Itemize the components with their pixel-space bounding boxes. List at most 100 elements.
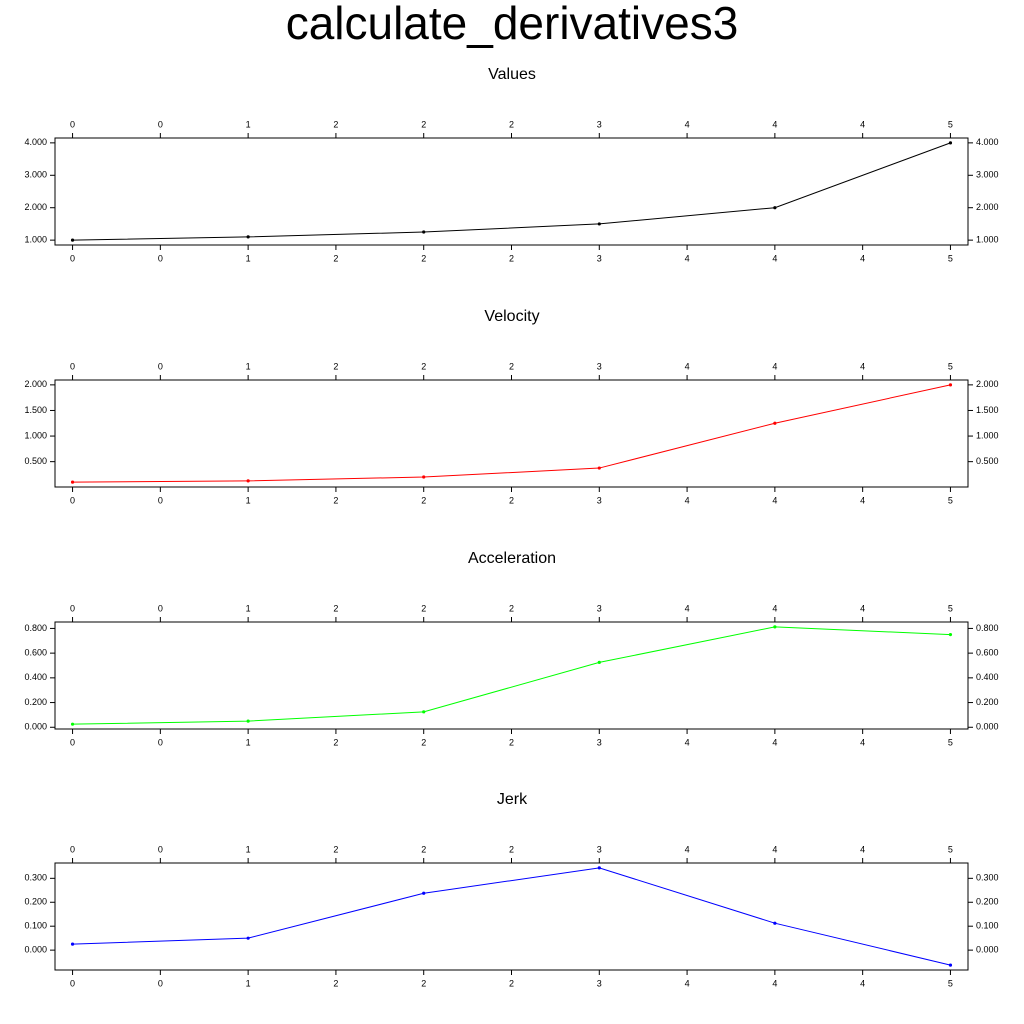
chart-title: Values (488, 66, 536, 83)
y-tick-label: 4.000 (976, 137, 999, 147)
x-tick-label: 0 (70, 253, 75, 263)
data-point (246, 719, 250, 723)
x-tick-label: 4 (772, 737, 777, 747)
y-tick-label: 0.400 (24, 672, 47, 682)
data-point (422, 891, 426, 895)
x-tick-label: 2 (509, 119, 514, 129)
data-point (948, 141, 953, 145)
x-tick-label: 2 (421, 495, 426, 505)
data-point (773, 421, 777, 425)
x-tick-label: 2 (333, 737, 338, 747)
data-point (597, 466, 601, 470)
x-tick-label: 0 (70, 361, 75, 371)
y-tick-label: 0.100 (976, 921, 999, 931)
y-tick-label: 1.000 (976, 430, 999, 440)
x-tick-label: 3 (597, 844, 602, 854)
x-tick-label: 1 (246, 978, 251, 988)
data-point (70, 722, 75, 726)
x-tick-label: 0 (158, 253, 163, 263)
y-tick-label: 0.300 (976, 873, 999, 883)
y-tick-label: 1.000 (24, 430, 47, 440)
data-point (70, 942, 75, 946)
y-tick-label: 0.100 (24, 921, 47, 931)
x-tick-label: 4 (860, 603, 865, 613)
x-tick-label: 2 (421, 119, 426, 129)
data-point (597, 222, 601, 226)
y-tick-label: 2.000 (24, 202, 47, 212)
x-tick-label: 4 (685, 603, 690, 613)
x-tick-label: 2 (509, 361, 514, 371)
x-tick-label: 2 (509, 737, 514, 747)
x-tick-label: 4 (860, 119, 865, 129)
x-tick-label: 4 (685, 253, 690, 263)
x-tick-label: 2 (333, 253, 338, 263)
x-tick-label: 2 (333, 603, 338, 613)
y-tick-label: 2.000 (976, 202, 999, 212)
x-tick-label: 5 (948, 495, 953, 505)
x-tick-label: 0 (158, 978, 163, 988)
x-tick-label: 2 (421, 844, 426, 854)
x-tick-label: 0 (158, 119, 163, 129)
x-tick-label: 4 (685, 495, 690, 505)
x-tick-label: 5 (948, 361, 953, 371)
y-tick-label: 1.500 (24, 405, 47, 415)
x-tick-label: 4 (772, 253, 777, 263)
data-point (422, 475, 426, 479)
x-tick-label: 4 (860, 253, 865, 263)
y-tick-label: 0.200 (24, 897, 47, 907)
x-tick-label: 4 (860, 978, 865, 988)
y-tick-label: 0.000 (24, 722, 47, 732)
x-tick-label: 3 (597, 119, 602, 129)
x-tick-label: 3 (597, 978, 602, 988)
data-line (72, 142, 951, 241)
data-point (70, 480, 75, 484)
x-tick-label: 4 (860, 361, 865, 371)
y-tick-label: 0.200 (24, 697, 47, 707)
x-tick-label: 0 (70, 119, 75, 129)
data-point (422, 710, 426, 714)
x-tick-label: 4 (685, 737, 690, 747)
x-tick-label: 1 (246, 361, 251, 371)
x-tick-label: 0 (70, 495, 75, 505)
x-tick-label: 4 (772, 119, 777, 129)
y-tick-label: 0.600 (24, 648, 47, 658)
data-point (246, 479, 250, 483)
x-tick-label: 1 (246, 119, 251, 129)
x-tick-label: 2 (509, 495, 514, 505)
x-tick-label: 2 (421, 253, 426, 263)
y-tick-label: 0.500 (24, 456, 47, 466)
x-tick-label: 5 (948, 253, 953, 263)
x-tick-label: 0 (70, 978, 75, 988)
x-tick-label: 0 (158, 737, 163, 747)
x-tick-label: 4 (772, 844, 777, 854)
x-tick-label: 4 (685, 361, 690, 371)
x-tick-label: 3 (597, 361, 602, 371)
x-tick-label: 5 (948, 844, 953, 854)
chart-title: Acceleration (468, 550, 556, 567)
y-tick-label: 0.400 (976, 672, 999, 682)
x-tick-label: 1 (246, 253, 251, 263)
x-tick-label: 2 (509, 844, 514, 854)
x-tick-label: 0 (70, 737, 75, 747)
data-point (597, 866, 601, 870)
data-point (773, 206, 777, 210)
y-tick-label: 4.000 (24, 137, 47, 147)
x-tick-label: 2 (333, 119, 338, 129)
y-tick-label: 0.800 (24, 623, 47, 633)
y-tick-label: 3.000 (976, 170, 999, 180)
x-tick-label: 2 (509, 603, 514, 613)
x-tick-label: 2 (509, 978, 514, 988)
x-tick-label: 3 (597, 495, 602, 505)
data-point (70, 238, 75, 242)
x-tick-label: 2 (333, 361, 338, 371)
x-tick-label: 2 (333, 844, 338, 854)
x-tick-label: 1 (246, 495, 251, 505)
x-tick-label: 5 (948, 603, 953, 613)
x-tick-label: 2 (421, 978, 426, 988)
x-tick-label: 4 (772, 361, 777, 371)
y-tick-label: 0.000 (976, 722, 999, 732)
x-tick-label: 0 (158, 844, 163, 854)
x-tick-label: 4 (772, 603, 777, 613)
